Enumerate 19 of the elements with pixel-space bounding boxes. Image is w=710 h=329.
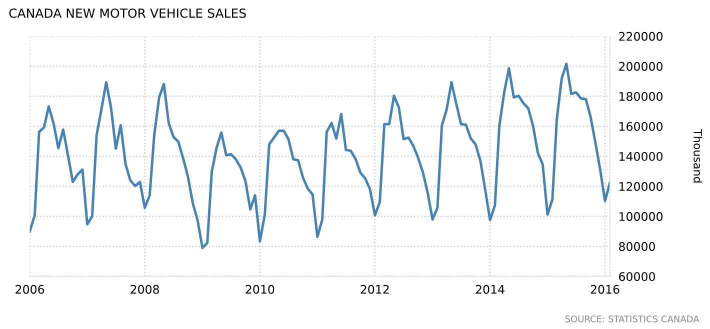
y-axis-title: Thousand — [694, 129, 702, 182]
y-tick-label: 140000 — [620, 152, 663, 161]
y-tick-label: 80000 — [619, 242, 655, 251]
y-tick-label: 180000 — [620, 92, 663, 101]
y-tick-label: 100000 — [620, 212, 663, 221]
chart-title: CANADA NEW MOTOR VEHICLE SALES — [9, 8, 246, 18]
x-tick-label: 2014 — [476, 284, 504, 294]
line-series — [30, 62, 610, 250]
y-tick-label: 200000 — [619, 62, 663, 71]
y-tick-label: 120000 — [620, 182, 663, 191]
y-tick-label: 160000 — [620, 122, 663, 131]
source-note: SOURCE: STATISTICS CANADA — [565, 315, 700, 322]
x-tick-label: 2008 — [130, 284, 160, 294]
x-tick-label: 2010 — [246, 284, 274, 294]
y-tick-label: 220000 — [619, 32, 663, 41]
x-tick-label: 2012 — [360, 284, 389, 294]
y-tick-label: 60000 — [619, 272, 655, 282]
x-tick-label: 2016 — [590, 284, 620, 294]
x-tick-label: 2006 — [16, 284, 44, 294]
